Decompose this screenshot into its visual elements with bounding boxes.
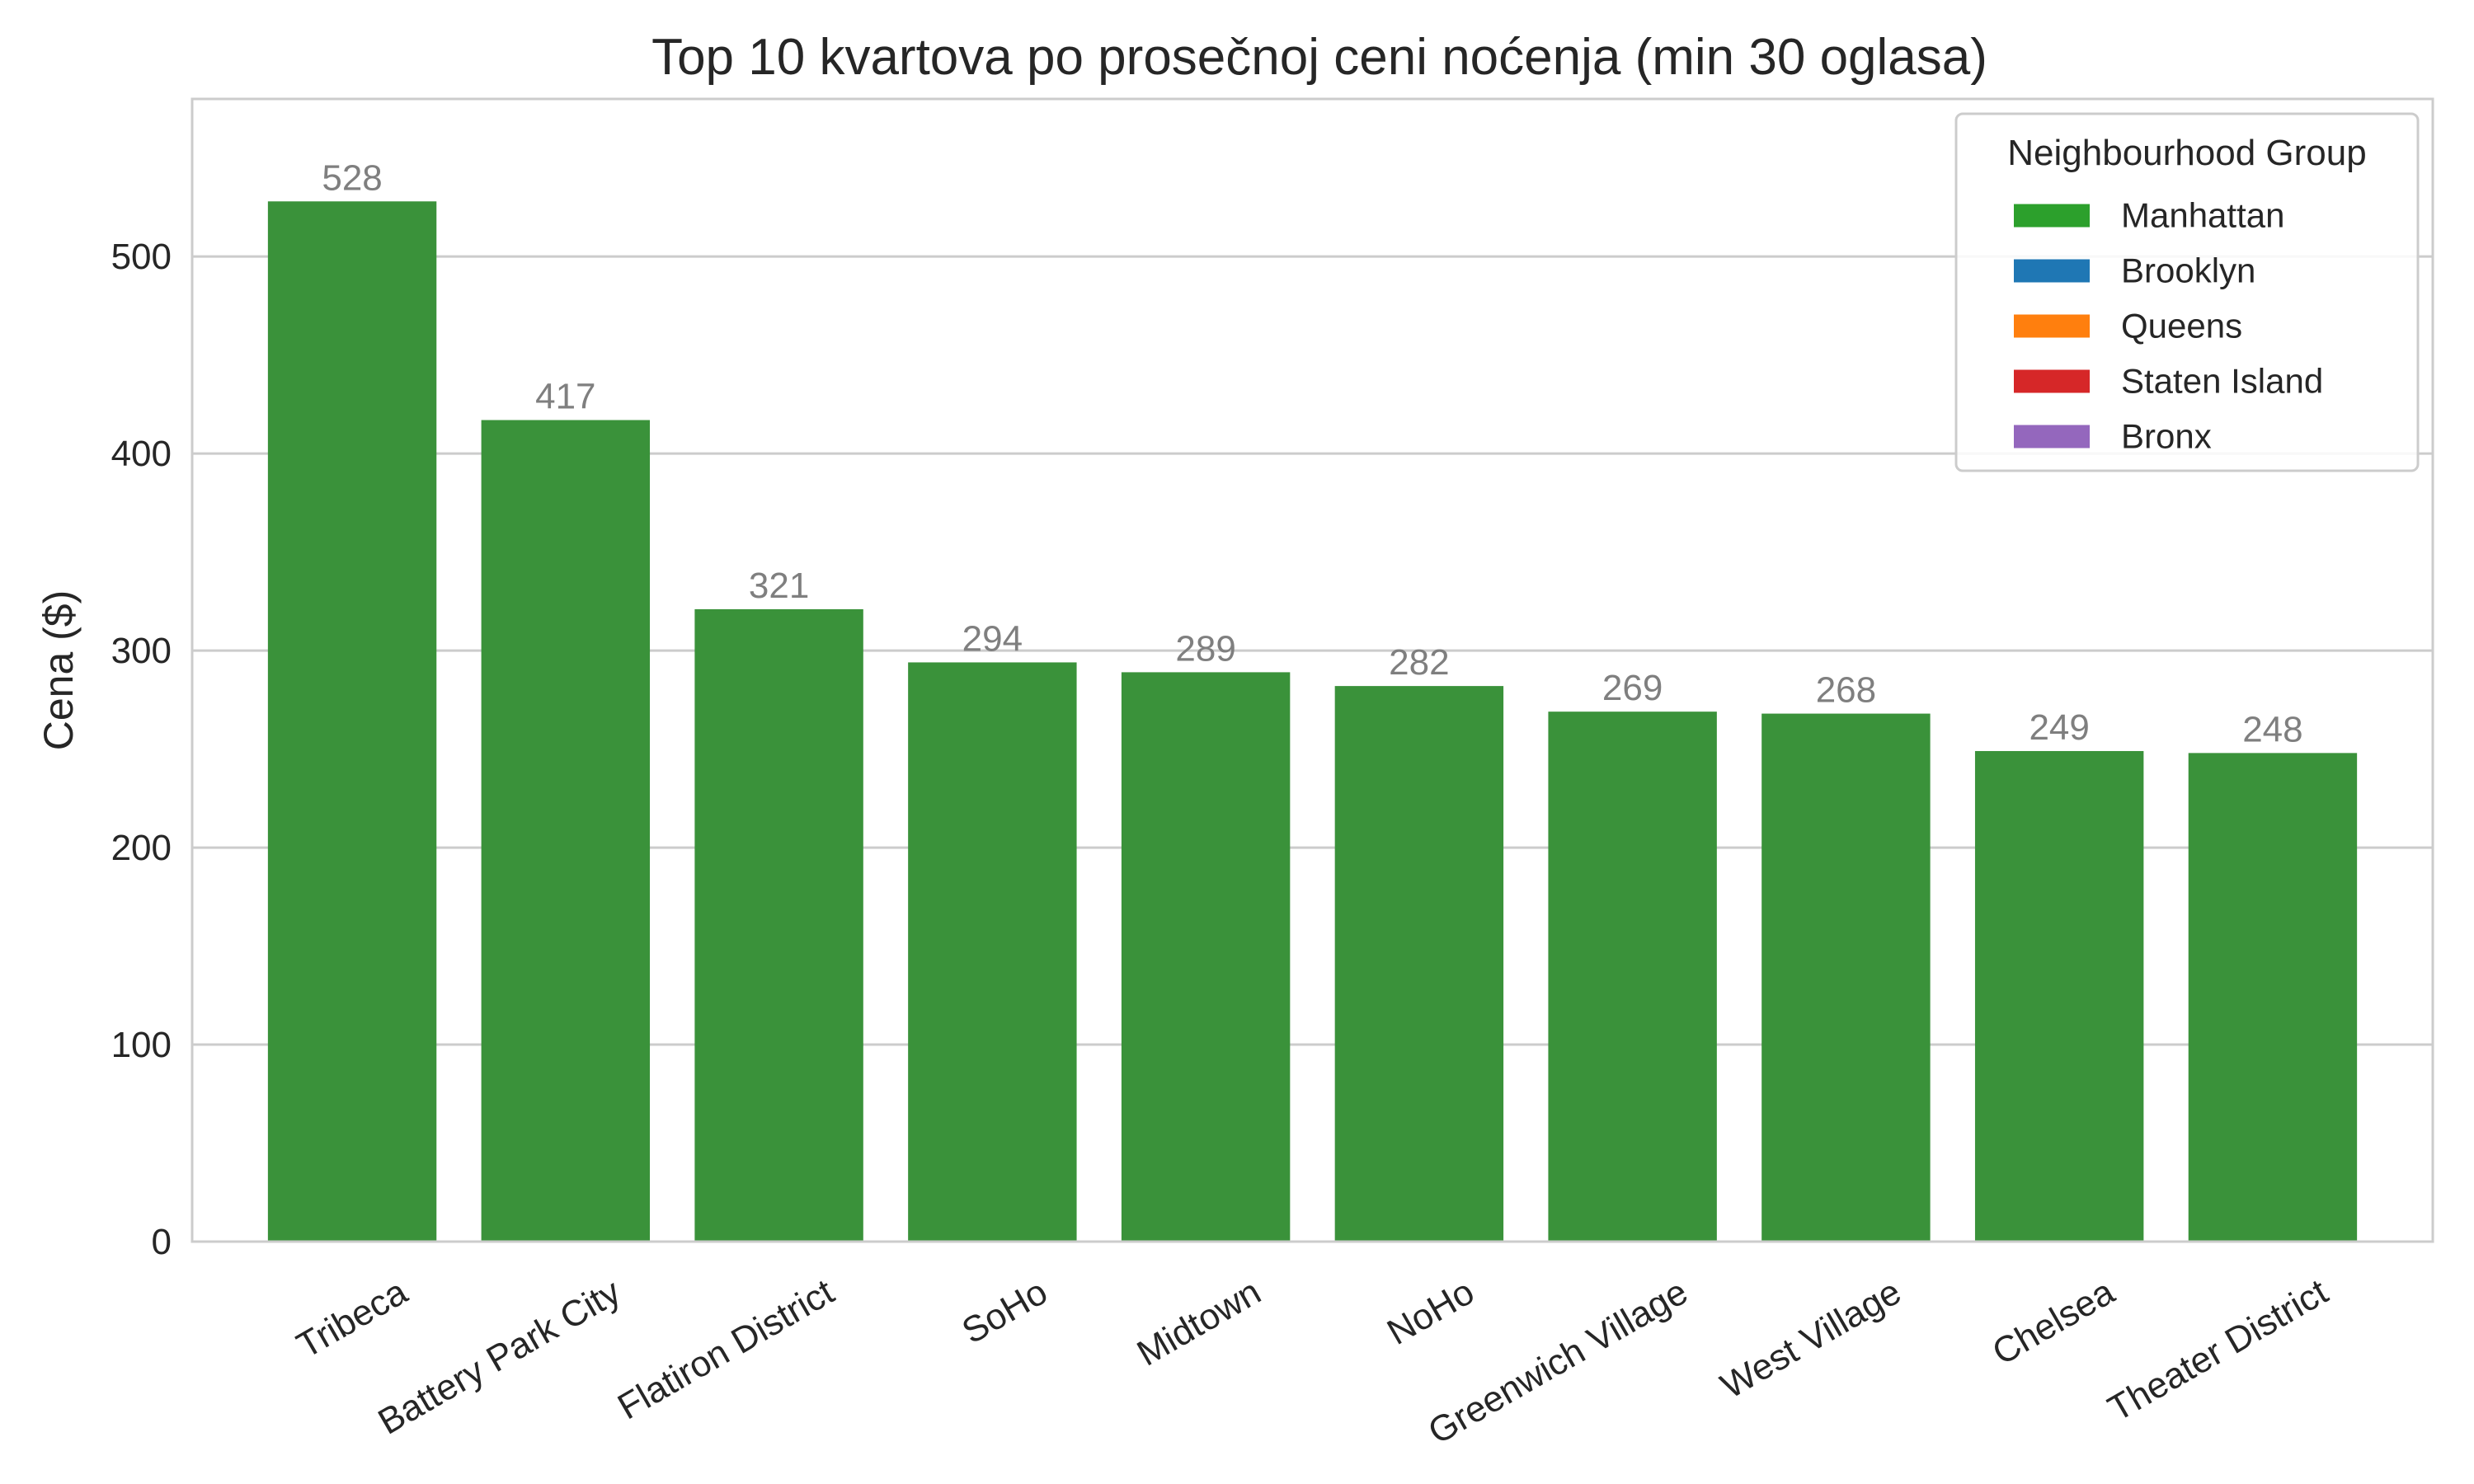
bar-value-label: 249 (2029, 707, 2089, 748)
legend-swatch (2014, 369, 2090, 393)
bar-value-label: 248 (2242, 709, 2302, 749)
legend-items: Manhattan Brooklyn Queens Staten Island Bron… (2014, 196, 2323, 456)
bar (1121, 672, 1291, 1242)
legend-entry-label: Queens (2121, 307, 2242, 345)
y-tick-label: 400 (111, 434, 172, 474)
bar (1334, 686, 1504, 1242)
legend-entry-label: Bronx (2121, 417, 2212, 456)
y-tick-labels: 0 100 200 300 400 500 (111, 237, 172, 1262)
bar-labels-layer: 528 417 321 294 289 282 269 268 249 248 (322, 157, 2302, 749)
bar-value-label: 528 (322, 157, 382, 198)
bar-value-label: 269 (1602, 668, 1663, 708)
legend-swatch (2014, 204, 2090, 228)
legend-entry-label: Brooklyn (2121, 251, 2255, 290)
bar (1974, 750, 2144, 1242)
plot-frame (190, 97, 2434, 1243)
bar (908, 662, 1077, 1242)
bar-value-label: 282 (1389, 642, 1449, 683)
y-tick-label: 300 (111, 631, 172, 671)
legend-swatch (2014, 425, 2090, 448)
bar (1548, 711, 1717, 1242)
legend-entry-label: Staten Island (2121, 362, 2323, 401)
legend-swatch (2014, 259, 2090, 283)
y-tick-label: 100 (111, 1025, 172, 1065)
bar (2188, 753, 2358, 1242)
y-tick-label: 500 (111, 237, 172, 277)
bar (1761, 713, 1931, 1242)
bar (694, 608, 863, 1242)
legend: Neighbourhood Group Manhattan Brooklyn Que… (1954, 112, 2420, 472)
bar-value-label: 294 (962, 618, 1023, 659)
bar-value-label: 417 (535, 377, 595, 417)
bar-value-label: 321 (749, 566, 809, 606)
legend-swatch (2014, 314, 2090, 338)
bar-value-label: 268 (1816, 670, 1876, 711)
bar-value-label: 289 (1175, 628, 1235, 669)
bar (267, 201, 437, 1242)
legend-title: Neighbourhood Group (2007, 133, 2366, 173)
y-tick-label: 200 (111, 828, 172, 868)
y-axis-label: Cena ($) (35, 590, 82, 751)
chart-title: Top 10 kvartova po prosečnoj ceni noćenj… (651, 29, 1987, 86)
bar (481, 420, 651, 1242)
y-tick-label: 0 (152, 1222, 172, 1262)
bars-layer (267, 201, 2358, 1242)
legend-entry-label: Manhattan (2121, 196, 2284, 235)
